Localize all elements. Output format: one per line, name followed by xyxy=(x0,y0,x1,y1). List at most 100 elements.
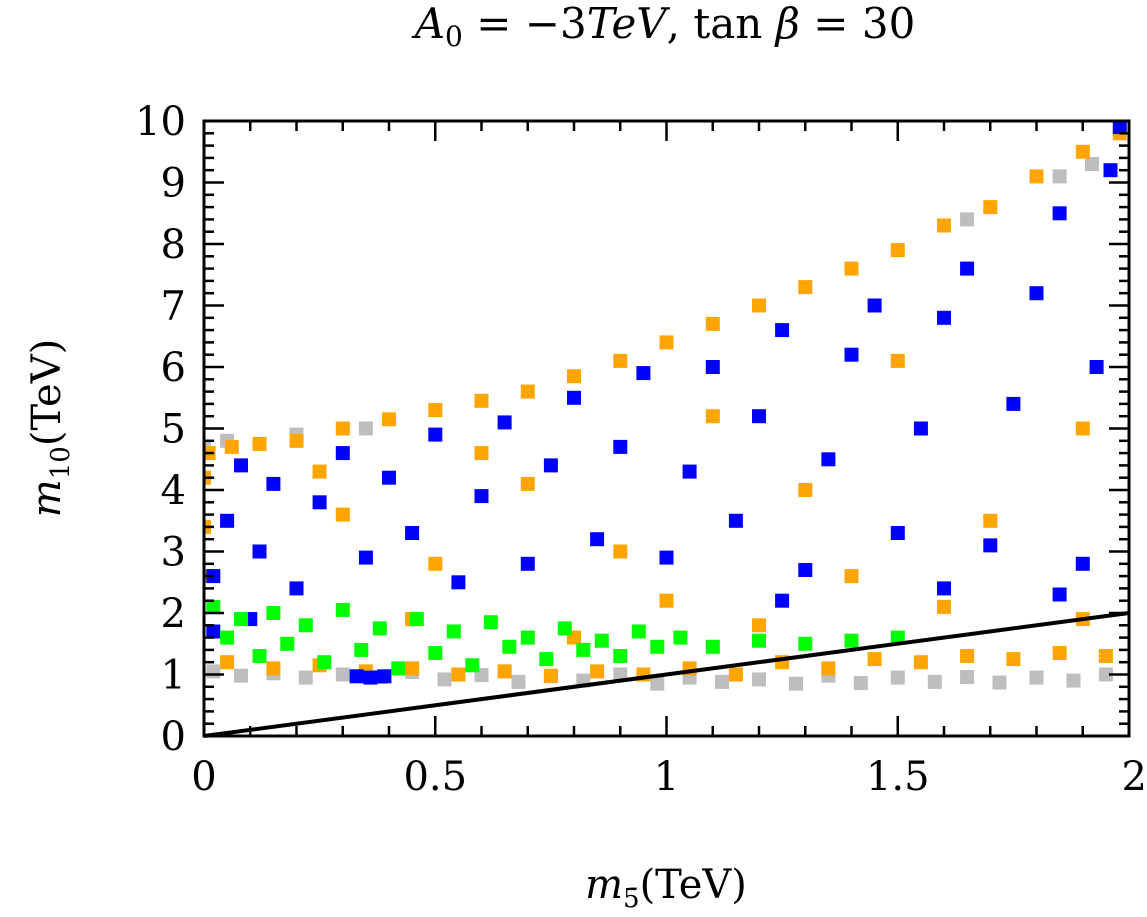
point-gray xyxy=(437,672,452,687)
point-orange xyxy=(224,439,239,454)
point-orange xyxy=(266,661,281,676)
point-green xyxy=(890,630,905,645)
point-blue xyxy=(821,452,836,467)
point-blue xyxy=(567,390,581,405)
point-blue xyxy=(1075,556,1090,571)
point-blue xyxy=(867,298,882,313)
point-orange xyxy=(1075,421,1090,436)
point-blue xyxy=(1029,286,1044,301)
point-blue xyxy=(377,669,392,684)
point-gray xyxy=(992,675,1007,690)
point-blue xyxy=(1052,587,1067,602)
point-orange xyxy=(983,200,998,215)
point-blue xyxy=(960,261,975,276)
point-orange xyxy=(937,599,951,614)
axis-ticks xyxy=(202,119,1131,738)
point-orange xyxy=(798,483,813,497)
point-orange xyxy=(1052,646,1067,660)
point-green xyxy=(280,636,295,651)
point-orange xyxy=(252,436,267,451)
point-blue xyxy=(497,415,512,430)
point-orange xyxy=(613,353,628,368)
point-orange xyxy=(613,544,628,559)
point-gray xyxy=(298,670,313,685)
point-orange xyxy=(867,652,882,667)
x-tick-label: 0.5 xyxy=(403,754,467,800)
point-blue xyxy=(289,581,304,596)
y-tick-label: 5 xyxy=(161,407,186,453)
point-orange xyxy=(821,661,836,676)
point-blue xyxy=(363,670,378,685)
point-gray xyxy=(650,676,665,691)
y-tick-label: 6 xyxy=(161,345,186,391)
point-green xyxy=(631,624,646,639)
point-green xyxy=(409,612,424,627)
point-blue xyxy=(234,458,248,473)
point-green xyxy=(206,599,221,614)
y-label-subscript: 10 xyxy=(46,446,76,479)
point-green xyxy=(354,642,369,657)
point-green xyxy=(298,618,313,633)
point-blue xyxy=(937,310,951,325)
point-gray xyxy=(206,664,221,679)
point-orange xyxy=(752,618,766,633)
title-beta: β xyxy=(774,0,800,48)
point-gray xyxy=(358,421,373,436)
point-orange xyxy=(289,433,304,448)
point-orange xyxy=(1098,649,1113,663)
point-blue xyxy=(613,439,628,454)
point-orange xyxy=(1006,652,1021,667)
point-orange xyxy=(405,661,420,676)
point-orange xyxy=(520,476,535,491)
point-gray xyxy=(960,212,975,227)
point-orange xyxy=(844,261,859,276)
x-tick-label: 2 xyxy=(1122,754,1147,800)
point-orange xyxy=(474,393,489,408)
point-green xyxy=(502,639,517,654)
point-blue xyxy=(382,470,396,485)
title-tail: = 30 xyxy=(800,0,915,48)
point-orange xyxy=(705,316,720,331)
point-green xyxy=(594,633,609,648)
point-blue xyxy=(206,624,221,639)
point-gray xyxy=(715,674,729,689)
point-green xyxy=(317,655,332,670)
point-blue xyxy=(252,544,267,559)
y-tick-label: 1 xyxy=(161,653,186,699)
point-gray xyxy=(789,676,803,691)
y-tick-label: 7 xyxy=(161,284,186,330)
point-orange xyxy=(659,593,674,608)
point-blue xyxy=(844,347,859,362)
point-green xyxy=(798,636,813,651)
point-orange xyxy=(567,369,581,384)
point-gray xyxy=(1085,157,1099,171)
point-blue xyxy=(335,446,350,461)
x-axis-label: m5̄(TeV) xyxy=(585,862,747,914)
point-blue xyxy=(752,409,766,424)
point-green xyxy=(446,624,461,639)
title-a-symbol: A xyxy=(411,0,445,48)
point-blue xyxy=(1089,360,1104,374)
point-orange xyxy=(890,243,905,258)
point-gray xyxy=(960,670,975,684)
x-tick-label: 1 xyxy=(654,754,679,800)
point-green xyxy=(234,612,248,627)
point-blue xyxy=(682,464,697,479)
point-blue xyxy=(659,550,674,565)
point-blue xyxy=(983,538,998,553)
point-green xyxy=(705,639,720,654)
point-green xyxy=(557,621,572,636)
point-green xyxy=(391,661,406,676)
point-orange xyxy=(960,649,975,663)
series-orange xyxy=(204,126,1127,683)
point-blue xyxy=(266,476,281,491)
point-blue xyxy=(1006,396,1021,411)
point-orange xyxy=(1029,169,1044,184)
point-gray xyxy=(927,674,942,689)
point-green xyxy=(576,642,591,657)
y-axis-label: m10(TeV) xyxy=(24,339,76,517)
series-green xyxy=(206,599,905,676)
x-tick-label: 0 xyxy=(191,754,216,800)
x-tick-label: 1.5 xyxy=(866,754,930,800)
